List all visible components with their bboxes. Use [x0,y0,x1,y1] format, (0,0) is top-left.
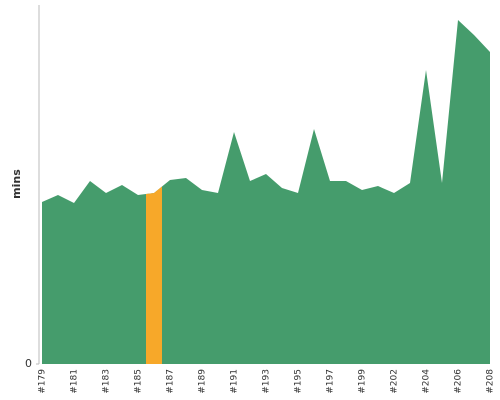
x-tick-label: #197 [326,369,336,394]
area [42,20,490,364]
x-tick-label: #191 [230,369,240,394]
highlight-bar [146,186,162,364]
x-tick-label: #195 [294,369,304,394]
x-tick-label: #185 [134,369,144,394]
x-tick-label: #183 [102,369,112,394]
y-axis-label: mins [10,169,23,199]
x-tick-label: #181 [70,369,80,394]
x-tick-label: #199 [358,369,368,394]
x-tick-label: #179 [38,369,48,394]
x-tick-label: #206 [454,369,464,394]
x-tick-label: #189 [198,369,208,394]
x-tick-label: #202 [390,369,400,394]
x-tick-label: #193 [262,369,272,394]
x-tick-label: #187 [166,369,176,394]
y-tick-label: 0 [25,357,32,370]
x-tick-label: #208 [486,369,496,394]
x-tick-label: #204 [422,369,432,394]
